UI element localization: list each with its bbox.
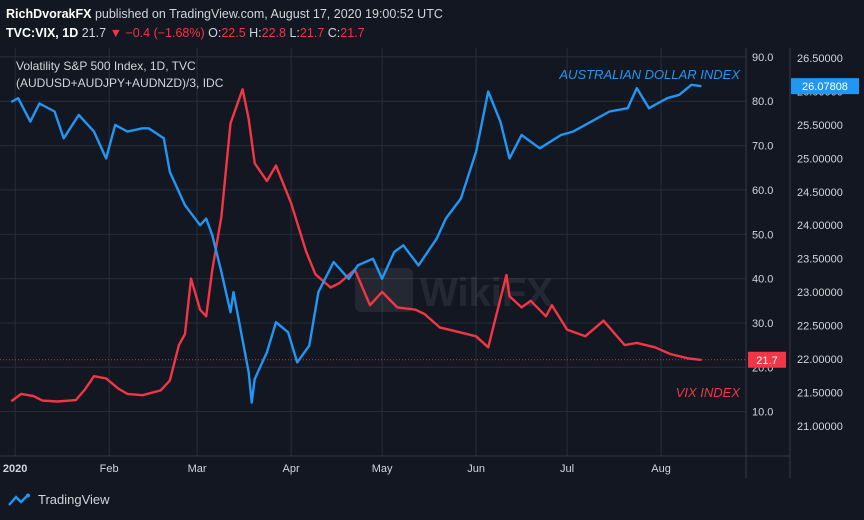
- series-layer: [10, 83, 702, 404]
- aud-series-label: AUSTRALIAN DOLLAR INDEX: [558, 67, 741, 82]
- tradingview-brand[interactable]: TradingView: [38, 492, 110, 507]
- y-right-tick-label: 22.00000: [797, 354, 843, 366]
- x-tick-label: 2020: [3, 463, 27, 475]
- y-right-tick-label: 26.50000: [797, 53, 843, 65]
- x-tick-label: Jul: [560, 463, 574, 475]
- low-label: L:: [289, 26, 300, 40]
- y-right-tick-label: 25.50000: [797, 120, 843, 132]
- author-name[interactable]: RichDvorakFX: [6, 7, 92, 21]
- y-left-tick-label: 90.0: [752, 52, 773, 64]
- publish-info: RichDvorakFX published on TradingView.co…: [6, 7, 443, 21]
- y-right-tick-label: 21.50000: [797, 387, 843, 399]
- x-tick-label: Feb: [100, 463, 119, 475]
- high-value: 22.8: [261, 26, 286, 40]
- open-label: O:: [208, 26, 222, 40]
- watermark-text: WikiFX: [420, 271, 553, 315]
- y-right-tick-label: 25.00000: [797, 153, 843, 165]
- y-left-tick-label: 70.0: [752, 141, 773, 153]
- close-value: 21.7: [340, 26, 365, 40]
- y-axes: 10.020.030.040.050.060.070.080.090.021.0…: [752, 52, 843, 433]
- x-tick-label: Mar: [188, 463, 207, 475]
- symbol-info: TVC:VIX, 1D 21.7 ▼ −0.4 (−1.68%) O:22.5 …: [6, 26, 365, 40]
- y-left-tick-label: 40.0: [752, 274, 773, 286]
- y-right-tick-label: 23.00000: [797, 287, 843, 299]
- vix-last-badge-label: 21.7: [756, 355, 777, 367]
- aud-last-badge-label: 26.07808: [802, 81, 848, 93]
- symbol[interactable]: TVC:VIX, 1D: [6, 26, 79, 40]
- y-right-tick-label: 24.00000: [797, 220, 843, 232]
- vix-series-line: [10, 87, 702, 403]
- y-right-tick-label: 21.00000: [797, 421, 843, 433]
- y-right-tick-label: 24.50000: [797, 187, 843, 199]
- last-price: 21.7: [81, 26, 107, 40]
- vix-series-label: VIX INDEX: [676, 385, 742, 400]
- x-tick-label: Aug: [651, 463, 671, 475]
- y-left-tick-label: 30.0: [752, 318, 773, 330]
- y-left-tick-label: 80.0: [752, 96, 773, 108]
- y-left-tick-label: 60.0: [752, 185, 773, 197]
- y-left-tick-label: 50.0: [752, 229, 773, 241]
- x-axis: 2020 Feb Mar Apr May Jun Jul Aug: [3, 463, 671, 475]
- tradingview-logo-icon: [8, 493, 30, 506]
- low-value: 21.7: [299, 26, 325, 40]
- chart-title: Volatility S&P 500 Index, 1D, TVC: [16, 59, 196, 73]
- down-arrow-icon: ▼: [109, 26, 122, 40]
- aud-last-badge: [791, 78, 859, 95]
- open-value: 22.5: [221, 26, 246, 40]
- y-right-tick-label: 23.50000: [797, 254, 843, 266]
- y-right-tick-label: 22.50000: [797, 321, 843, 333]
- grid: [0, 48, 746, 456]
- chart-subtitle: (AUDUSD+AUDJPY+AUDNZD)/3, IDC: [16, 76, 224, 90]
- price-badges: 21.7 26.07808: [0, 78, 859, 368]
- published-text: published on TradingView.com, August 17,…: [94, 7, 443, 21]
- x-tick-label: Jun: [467, 463, 485, 475]
- high-label: H:: [249, 26, 262, 40]
- x-tick-label: May: [372, 463, 393, 475]
- x-tick-label: Apr: [283, 463, 300, 475]
- price-change: −0.4 (−1.68%): [125, 26, 205, 40]
- aud-series-line: [10, 83, 702, 404]
- close-label: C:: [327, 26, 341, 40]
- y-left-tick-label: 10.0: [752, 407, 773, 419]
- footer: TradingView: [8, 492, 110, 507]
- vix-last-badge: [748, 351, 786, 368]
